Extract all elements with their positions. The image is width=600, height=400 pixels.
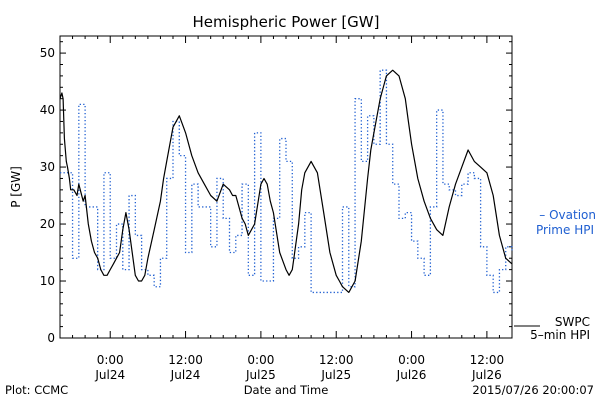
legend-swpc-line2: 5–min HPI (530, 328, 590, 342)
x-tick-time: 12:00 (470, 353, 505, 367)
y-tick-label: 20 (40, 217, 55, 231)
legend-ovation-line2: Prime HPI (536, 223, 594, 237)
x-axis-label: Date and Time (244, 383, 329, 397)
series-ovation-prime (60, 69, 513, 294)
y-tick-label: 10 (40, 274, 55, 288)
y-tick-label: 40 (40, 103, 55, 117)
x-tick-date: Jul24 (170, 368, 201, 382)
y-tick-label: 0 (47, 331, 55, 345)
x-tick-date: Jul25 (245, 368, 276, 382)
y-axis: 0 10 20 30 40 50 (40, 41, 512, 345)
legend-ovation-line1: – Ovation (539, 208, 596, 222)
x-tick-time: 12:00 (168, 353, 203, 367)
x-tick-date: Jul24 (94, 368, 125, 382)
x-tick-time: 0:00 (97, 353, 124, 367)
swpc-hpi-line (59, 69, 513, 293)
plot-frame (59, 35, 513, 339)
x-tick-time: 0:00 (398, 353, 425, 367)
legend-swpc-line1: SWPC (555, 315, 590, 329)
x-tick-date: Jul25 (320, 368, 351, 382)
y-tick-label: 50 (40, 46, 55, 60)
chart-title: Hemispheric Power [GW] (193, 13, 380, 31)
x-tick-time: 12:00 (319, 353, 354, 367)
ovation-prime-line (60, 69, 513, 294)
x-axis: 0:00Jul2412:00Jul240:00Jul2512:00Jul250:… (72, 36, 505, 382)
footer-plot-source: Plot: CCMC (5, 383, 68, 397)
x-tick-time: 0:00 (247, 353, 274, 367)
series-swpc-5min (59, 69, 513, 293)
y-axis-label: P [GW] (9, 166, 23, 208)
x-tick-date: Jul26 (471, 368, 502, 382)
y-tick-label: 30 (40, 160, 55, 174)
footer-timestamp: 2015/07/26 20:00:07 (472, 383, 594, 397)
x-tick-date: Jul26 (396, 368, 427, 382)
